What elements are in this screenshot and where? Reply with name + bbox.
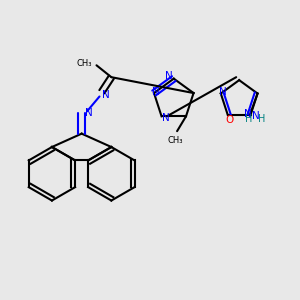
Text: N: N [85, 108, 93, 118]
Text: CH₃: CH₃ [76, 59, 92, 68]
Text: N: N [162, 113, 170, 123]
Text: N: N [152, 87, 160, 97]
Text: N: N [244, 109, 252, 118]
Text: N: N [219, 87, 227, 97]
Text: H: H [258, 114, 266, 124]
Text: N: N [102, 90, 110, 100]
Text: O: O [225, 115, 233, 124]
Text: H: H [245, 114, 252, 124]
Text: CH₃: CH₃ [168, 136, 183, 145]
Text: N: N [165, 71, 173, 81]
Text: N: N [252, 111, 260, 121]
